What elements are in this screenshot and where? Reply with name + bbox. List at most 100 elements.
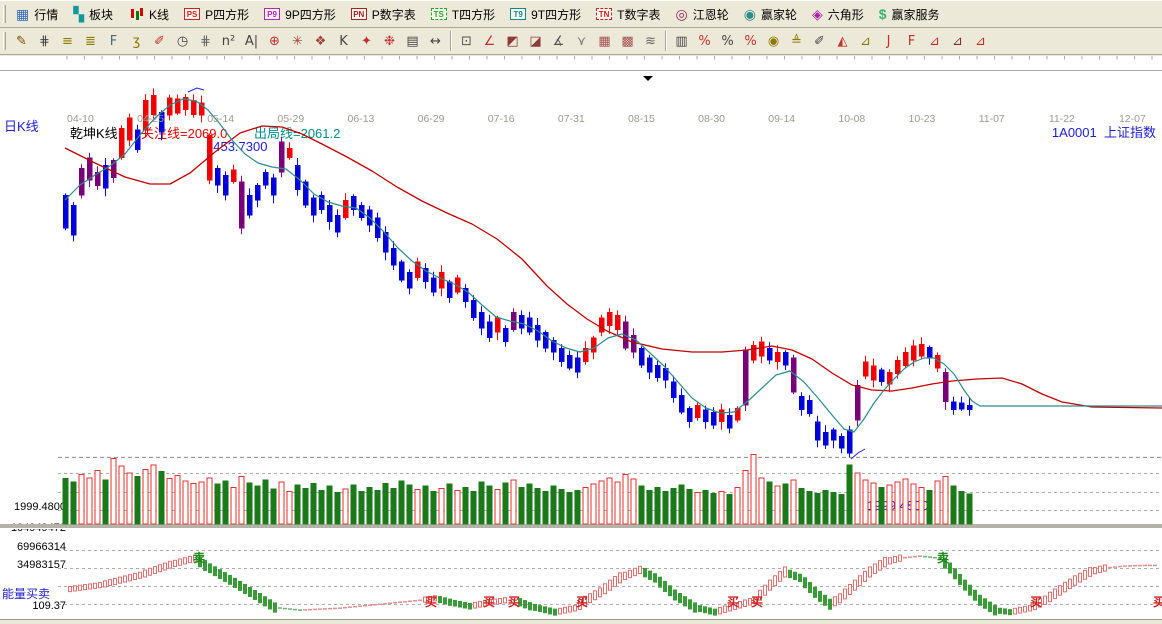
- bow-tool[interactable]: ʒ: [132, 33, 141, 49]
- angle-tool-4[interactable]: ⊿: [975, 33, 986, 49]
- candle-body: [398, 261, 405, 281]
- boxed-star-tool[interactable]: ❖: [314, 33, 327, 49]
- menu-sectors[interactable]: ▚ 板块: [67, 4, 122, 25]
- buy-signal-marker: 买: [751, 595, 763, 609]
- qiankun-kline-label: 乾坤K线: [70, 126, 118, 141]
- span-arrow-tool[interactable]: ↔: [430, 33, 441, 49]
- volume-bar: [774, 485, 781, 525]
- menu-winner-wheel[interactable]: ◉ 赢家轮: [738, 4, 806, 25]
- menu-hexagon[interactable]: ◈ 六角形: [806, 4, 873, 25]
- indicator-up-bar: [623, 571, 627, 581]
- red-grid-tool[interactable]: ▦: [598, 33, 611, 49]
- candle-body: [254, 184, 261, 201]
- volume-bar: [966, 493, 973, 525]
- menu-quotes[interactable]: ▦ 行情: [10, 4, 67, 25]
- gold-angle-tool[interactable]: ⊿: [860, 33, 871, 49]
- n2-tool[interactable]: n²: [221, 33, 236, 49]
- toolbar-grip[interactable]: [3, 5, 6, 23]
- indicator-up-bar: [428, 595, 432, 603]
- kline-chart-canvas[interactable]: 卖买买买买买买卖买买: [0, 56, 1162, 624]
- gold-level-tool-2[interactable]: ≣: [85, 33, 96, 49]
- kline-chart-area[interactable]: 日K线 乾坤K线 关注线=2069.0 出局线=2061.2 1A0001 上证…: [0, 56, 1162, 624]
- fan-lines-tool[interactable]: ∠: [483, 33, 496, 49]
- volume-bar: [678, 484, 685, 525]
- volume-bar: [606, 477, 613, 525]
- menu-9p-square[interactable]: P9 9P四方形: [258, 4, 345, 25]
- grid-tool[interactable]: ⋕: [39, 33, 50, 49]
- volume-bar: [798, 487, 805, 525]
- angle-lines-tool[interactable]: ∡: [552, 33, 565, 49]
- volume-bar: [654, 486, 661, 525]
- menu-quotes-label: 行情: [34, 7, 59, 22]
- candle-body: [206, 135, 213, 181]
- buy-signal-marker: 买: [727, 595, 739, 609]
- volume-bar: [582, 486, 589, 525]
- volume-bar: [406, 484, 413, 525]
- j-angle-tool[interactable]: J: [886, 33, 891, 49]
- v-lines-tool[interactable]: ⋎: [576, 33, 587, 49]
- k-mark-tool[interactable]: K: [339, 33, 348, 49]
- indicator-down-bar: [998, 607, 1002, 614]
- date-axis-label: 06-29: [417, 113, 445, 125]
- menu-9t-square[interactable]: T9 9T四方形: [504, 4, 590, 25]
- a-line-tool[interactable]: A|: [244, 33, 259, 49]
- volume-bar: [230, 486, 237, 525]
- gann-circle-tool[interactable]: ⊕: [269, 33, 280, 49]
- gold-circle-tool[interactable]: ◉: [767, 33, 780, 49]
- indicator-up-bar: [113, 577, 117, 585]
- menu-gann-wheel[interactable]: ◎ 江恩轮: [669, 4, 737, 25]
- volume-bar: [526, 483, 533, 525]
- candle-body: [606, 311, 613, 327]
- f-angle-tool[interactable]: F: [907, 33, 916, 49]
- red-grid-tool-2[interactable]: ▩: [621, 33, 634, 49]
- menu-p-table-badge-icon: PN: [350, 8, 367, 20]
- candle-body: [406, 271, 413, 289]
- buy-signal-marker: 买: [483, 595, 495, 609]
- menu-winner-service[interactable]: $ 赢家服务: [873, 4, 949, 25]
- indicator-up-bar: [773, 575, 777, 587]
- toolbar-grip[interactable]: [3, 32, 6, 50]
- angle-tool-3[interactable]: ⊿: [952, 33, 963, 49]
- indicator-up-bar: [1098, 565, 1102, 573]
- volume-bar: [390, 487, 397, 525]
- pencil-tool[interactable]: ✎: [16, 33, 27, 49]
- star-tool[interactable]: ✳: [292, 33, 303, 49]
- box-select-tool[interactable]: ⊡: [461, 33, 472, 49]
- percent-line-tool[interactable]: %: [744, 33, 757, 49]
- brush-tool[interactable]: ✐: [154, 33, 165, 49]
- volume-bar: [934, 480, 941, 525]
- volume-bar: [958, 490, 965, 525]
- f-grid-tool[interactable]: F: [109, 33, 118, 49]
- hash-tool[interactable]: ⋕: [200, 33, 211, 49]
- list-tool[interactable]: ▥: [675, 33, 688, 49]
- indicator-up-bar: [598, 587, 602, 598]
- menu-t-table[interactable]: TN T数字表: [590, 4, 669, 25]
- fan-box-tool[interactable]: ◩: [506, 33, 519, 49]
- indicator-down-bar: [688, 599, 692, 610]
- indicator-down-bar: [268, 599, 272, 610]
- angle-tool-2[interactable]: ⊿: [929, 33, 940, 49]
- menu-p-table[interactable]: PN P数字表: [345, 4, 425, 25]
- winner-box-tool[interactable]: ❉: [384, 33, 395, 49]
- indicator-scale-label: 109.37: [32, 600, 66, 612]
- volume-bar: [470, 490, 477, 525]
- menu-t-table-label: T数字表: [617, 7, 661, 22]
- fan-box-tool-2[interactable]: ◪: [529, 33, 542, 49]
- percent-red-tool[interactable]: %: [698, 33, 711, 49]
- volume-scale-label: 69966314: [17, 541, 66, 553]
- a-wave-tool[interactable]: ◭: [837, 33, 848, 49]
- magic-tool[interactable]: ✦: [361, 33, 372, 49]
- pen-mark-tool[interactable]: ✐: [814, 33, 825, 49]
- gold-level-tool[interactable]: ≡: [62, 33, 73, 49]
- ruler-tool[interactable]: ▤: [406, 33, 419, 49]
- menu-kline[interactable]: K线: [122, 4, 178, 25]
- menu-t-square[interactable]: TS T四方形: [425, 4, 504, 25]
- indicator-down-bar: [683, 596, 687, 607]
- percent-tool[interactable]: %: [721, 33, 734, 49]
- parallel-lines-tool[interactable]: ≋: [645, 33, 656, 49]
- indicator-up-bar: [103, 580, 107, 588]
- gold-lines-tool[interactable]: ≜: [791, 33, 802, 49]
- indicator-up-bar: [613, 576, 617, 588]
- menu-p-square[interactable]: PS P四方形: [178, 4, 258, 25]
- time-cycle-tool[interactable]: ◷: [176, 33, 189, 49]
